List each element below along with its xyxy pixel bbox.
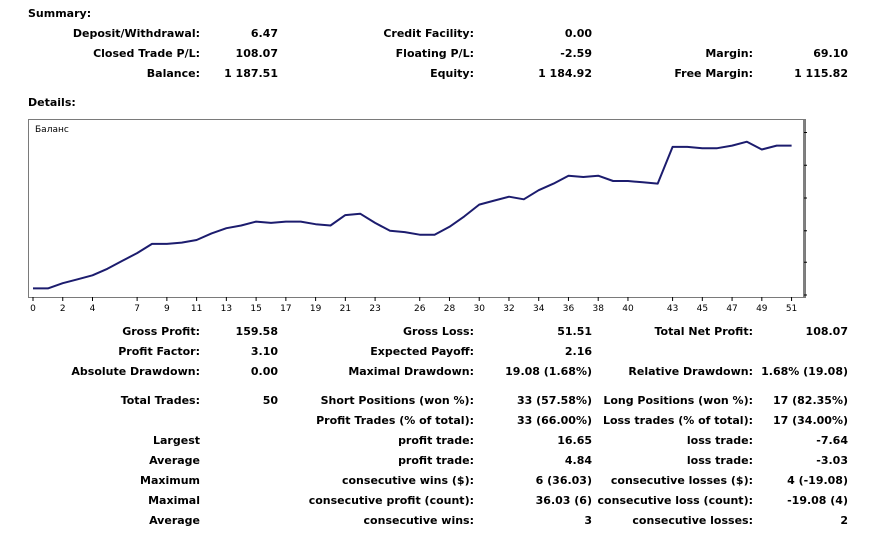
average-profit-label: profit trade: bbox=[398, 454, 474, 467]
balance-value: 1 187.51 bbox=[224, 67, 278, 80]
margin-value: 69.10 bbox=[813, 47, 848, 60]
free-margin-value: 1 115.82 bbox=[794, 67, 848, 80]
x-tick-label: 43 bbox=[667, 304, 678, 314]
average-loss-label: loss trade: bbox=[686, 454, 753, 467]
balance-chart: Баланс 106710921116114111661191024791113… bbox=[28, 119, 807, 314]
long-positions-value: 17 (82.35%) bbox=[772, 394, 848, 407]
x-tick-label: 34 bbox=[533, 304, 545, 314]
maximum-losses-value: 4 (-19.08) bbox=[787, 474, 848, 487]
gross-profit-value: 159.58 bbox=[235, 325, 278, 338]
balance-chart-svg: Баланс 106710921116114111661191024791113… bbox=[30, 120, 807, 314]
gross-loss-label: Gross Loss: bbox=[403, 325, 474, 338]
average-loss-value: -3.03 bbox=[816, 454, 848, 467]
equity-value: 1 184.92 bbox=[538, 67, 592, 80]
x-tick-label: 15 bbox=[250, 304, 261, 314]
maximal-wins-label: consecutive profit (count): bbox=[308, 494, 474, 507]
maximal-wins-value: 36.03 (6) bbox=[535, 494, 592, 507]
floating-pl-label: Floating P/L: bbox=[395, 47, 474, 60]
average-label: Average bbox=[149, 454, 200, 467]
maximal-drawdown-value: 19.08 (1.68%) bbox=[505, 365, 592, 378]
x-tick-label: 40 bbox=[622, 304, 634, 314]
total-trades-value: 50 bbox=[262, 394, 278, 407]
x-tick-label: 32 bbox=[503, 304, 514, 314]
x-tick-label: 21 bbox=[340, 304, 351, 314]
total-trades-label: Total Trades: bbox=[120, 394, 200, 407]
summary-heading: Summary: bbox=[28, 7, 92, 20]
x-tick-label: 19 bbox=[310, 304, 322, 314]
free-margin-label: Free Margin: bbox=[674, 67, 753, 80]
balance-series-line bbox=[33, 140, 792, 290]
maximum-wins-label: consecutive wins ($): bbox=[341, 474, 474, 487]
closed-trade-pl-value: 108.07 bbox=[235, 47, 278, 60]
total-net-profit-value: 108.07 bbox=[805, 325, 848, 338]
x-tick-label: 7 bbox=[134, 304, 140, 314]
x-tick-label: 30 bbox=[473, 304, 485, 314]
x-tick-label: 23 bbox=[369, 304, 380, 314]
relative-drawdown-value: 1.68% (19.08) bbox=[761, 365, 848, 378]
balance-label: Balance: bbox=[146, 67, 200, 80]
margin-label: Margin: bbox=[705, 47, 753, 60]
details-heading: Details: bbox=[28, 96, 76, 109]
gross-profit-label: Gross Profit: bbox=[122, 325, 200, 338]
x-tick-label: 51 bbox=[786, 304, 797, 314]
x-tick-label: 45 bbox=[697, 304, 708, 314]
x-tick-label: 2 bbox=[60, 304, 66, 314]
average-consecutive-label: Average bbox=[149, 514, 200, 527]
absolute-drawdown-value: 0.00 bbox=[250, 365, 278, 378]
gross-loss-value: 51.51 bbox=[557, 325, 592, 338]
maximal-losses-value: -19.08 (4) bbox=[787, 494, 848, 507]
deposit-withdrawal-value: 6.47 bbox=[250, 27, 278, 40]
floating-pl-value: -2.59 bbox=[560, 47, 592, 60]
x-tick-label: 28 bbox=[444, 304, 456, 314]
short-positions-label: Short Positions (won %): bbox=[320, 394, 474, 407]
x-tick-label: 4 bbox=[90, 304, 96, 314]
x-tick-label: 36 bbox=[563, 304, 575, 314]
closed-trade-pl-label: Closed Trade P/L: bbox=[93, 47, 200, 60]
average-consecutive-losses-label: consecutive losses: bbox=[632, 514, 753, 527]
equity-label: Equity: bbox=[430, 67, 474, 80]
loss-trades-label: Loss trades (% of total): bbox=[602, 414, 753, 427]
x-tick-label: 0 bbox=[30, 304, 36, 314]
total-net-profit-label: Total Net Profit: bbox=[654, 325, 754, 338]
expected-payoff-label: Expected Payoff: bbox=[370, 345, 474, 358]
largest-loss-value: -7.64 bbox=[816, 434, 848, 447]
chart-title: Баланс bbox=[35, 125, 69, 135]
expected-payoff-value: 2.16 bbox=[564, 345, 592, 358]
maximum-label: Maximum bbox=[140, 474, 200, 487]
x-tick-label: 38 bbox=[592, 304, 604, 314]
profit-factor-label: Profit Factor: bbox=[118, 345, 200, 358]
maximum-losses-label: consecutive losses ($): bbox=[610, 474, 753, 487]
maximal-label: Maximal bbox=[148, 494, 200, 507]
average-consecutive-losses-value: 2 bbox=[840, 514, 848, 527]
x-tick-label: 49 bbox=[756, 304, 768, 314]
x-tick-label: 47 bbox=[726, 304, 737, 314]
average-consecutive-wins-label: consecutive wins: bbox=[363, 514, 474, 527]
average-consecutive-wins-value: 3 bbox=[584, 514, 592, 527]
x-tick-label: 13 bbox=[221, 304, 232, 314]
largest-profit-value: 16.65 bbox=[557, 434, 592, 447]
largest-loss-label: loss trade: bbox=[686, 434, 753, 447]
profit-trades-value: 33 (66.00%) bbox=[516, 414, 592, 427]
relative-drawdown-label: Relative Drawdown: bbox=[628, 365, 753, 378]
x-tick-label: 17 bbox=[280, 304, 291, 314]
profit-factor-value: 3.10 bbox=[250, 345, 278, 358]
absolute-drawdown-label: Absolute Drawdown: bbox=[71, 365, 200, 378]
largest-label: Largest bbox=[153, 434, 200, 447]
short-positions-value: 33 (57.58%) bbox=[516, 394, 592, 407]
long-positions-label: Long Positions (won %): bbox=[603, 394, 753, 407]
profit-trades-label: Profit Trades (% of total): bbox=[316, 414, 474, 427]
credit-facility-label: Credit Facility: bbox=[383, 27, 474, 40]
deposit-withdrawal-label: Deposit/Withdrawal: bbox=[72, 27, 200, 40]
x-tick-label: 9 bbox=[164, 304, 170, 314]
maximal-drawdown-label: Maximal Drawdown: bbox=[348, 365, 474, 378]
x-tick-label: 11 bbox=[191, 304, 202, 314]
x-tick-label: 26 bbox=[414, 304, 426, 314]
credit-facility-value: 0.00 bbox=[564, 27, 592, 40]
maximum-wins-value: 6 (36.03) bbox=[535, 474, 592, 487]
maximal-losses-label: consecutive loss (count): bbox=[597, 494, 753, 507]
average-profit-value: 4.84 bbox=[564, 454, 592, 467]
loss-trades-value: 17 (34.00%) bbox=[772, 414, 848, 427]
largest-profit-label: profit trade: bbox=[398, 434, 474, 447]
